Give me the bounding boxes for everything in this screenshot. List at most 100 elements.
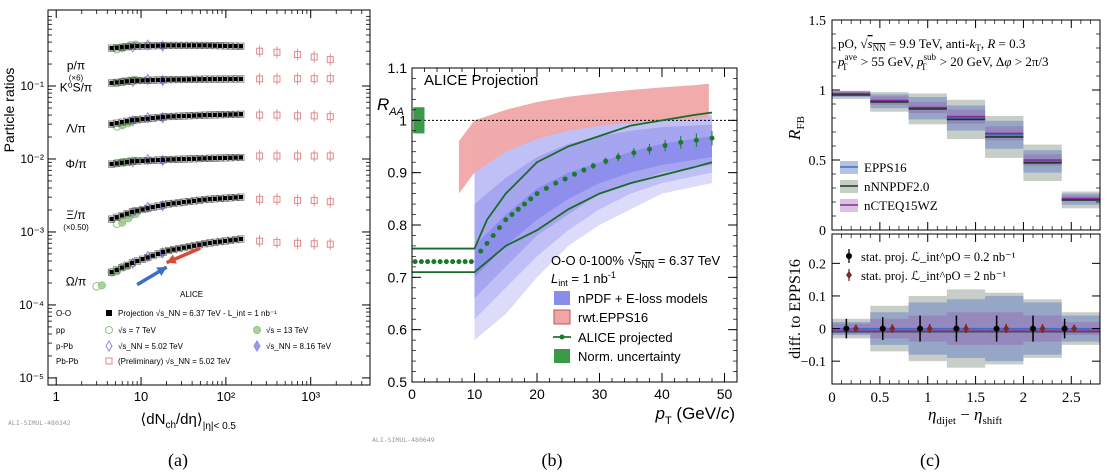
- c-stat-point: [993, 325, 1000, 332]
- a-proj-point: [150, 205, 156, 210]
- c-legend-text: nCTEQ15WZ: [864, 198, 938, 213]
- a-proj-point: [171, 247, 176, 252]
- a-proj-point: [119, 79, 125, 85]
- panel-b-legend: nPDF + E-loss models rwt.EPPS16 ALICE proj…: [553, 291, 708, 364]
- panel-c-bottom-plot-area: [832, 289, 1100, 368]
- a-proj-point: [130, 118, 135, 123]
- a-proj-point: [233, 112, 238, 117]
- a-proj-point: [161, 202, 166, 208]
- a-proj-syst: [237, 42, 245, 50]
- a-proj-point: [207, 156, 213, 161]
- a-proj-point: [197, 198, 202, 203]
- panel-c-top-ylabel: RFB: [785, 116, 807, 141]
- a-pbpb-point: [326, 75, 334, 83]
- a-legend-marker2: [253, 340, 261, 352]
- a-arrow-head: [166, 254, 177, 264]
- a-pbpb-point: [273, 152, 281, 160]
- a-proj-point: [223, 76, 228, 82]
- a-pbpb-point: [256, 111, 264, 119]
- b-xtick-label: 40: [654, 386, 670, 402]
- a-proj-point: [207, 112, 213, 118]
- b-curve-lower: [412, 161, 713, 273]
- panel-c-top-plot-area: [832, 90, 1100, 209]
- a-pbpb-point: [326, 240, 334, 248]
- a-proj-point: [186, 156, 192, 162]
- a-proj-point: [114, 45, 119, 50]
- b-point: [456, 259, 462, 265]
- b-xtick-label: 50: [717, 386, 733, 402]
- a-proj-point: [212, 76, 218, 82]
- c-bottom-ytick-label: 0.1: [809, 290, 827, 305]
- b-xtick-label: 20: [529, 386, 545, 402]
- a-proj-syst: [118, 264, 126, 272]
- b-npdf-band: [474, 124, 712, 299]
- panel-b-annotation-2: Lint = 1 nb-1: [551, 270, 616, 288]
- a-proj-point: [109, 270, 114, 275]
- a-proj-point: [166, 77, 171, 82]
- a-pbpb-point: [310, 75, 318, 83]
- a-proj-point: [202, 197, 207, 202]
- c-xtick-label: 1.5: [966, 390, 985, 406]
- a-ytick-label: 10⁻²: [20, 152, 44, 166]
- a-proj-point: [145, 158, 151, 163]
- a-proj-point: [181, 113, 187, 119]
- a-proj-point: [155, 251, 161, 257]
- a-proj-point: [166, 114, 171, 119]
- a-proj-point: [150, 253, 156, 258]
- a-proj-point: [181, 156, 187, 162]
- a-proj-point: [114, 161, 119, 166]
- panel-a-watermark: ALI-SIMUL-480342: [8, 419, 71, 427]
- a-proj-point: [228, 112, 233, 117]
- b-ytick-label: 1: [399, 112, 407, 128]
- c-stat-point: [843, 325, 850, 332]
- a-pbpb-point: [273, 111, 281, 119]
- a-proj-point: [124, 263, 130, 268]
- b-point: [509, 212, 515, 218]
- a-legend-marker2: [253, 326, 261, 334]
- a-proj-syst: [123, 261, 131, 269]
- b-legend-text: Norm. uncertainty: [578, 349, 681, 364]
- a-proj-point: [166, 201, 171, 207]
- a-xtick-label: 10²: [216, 389, 235, 404]
- a-proj-point: [217, 155, 223, 161]
- a-proj-point: [119, 45, 125, 50]
- a-proj-point: [202, 43, 207, 48]
- b-point: [484, 240, 490, 246]
- a-legend-marker: [105, 357, 113, 365]
- panel-c-annotation-1: pO, √sNN = 9.9 TeV, anti-kT, R = 0.3: [838, 36, 1025, 53]
- a-proj-point: [212, 240, 218, 245]
- panel-b-plot-area: [412, 83, 737, 341]
- a-proj-point: [212, 43, 218, 48]
- a-proj-point: [212, 196, 218, 202]
- a-xtick-label: 1: [53, 389, 60, 404]
- caption-c: (c): [920, 450, 940, 471]
- a-pbpb-point: [256, 152, 264, 160]
- c-stat-point: [889, 324, 896, 333]
- a-proj-point: [186, 199, 192, 204]
- a-proj-point: [228, 43, 233, 49]
- b-xtick-label: 30: [592, 386, 608, 402]
- a-proj-point: [186, 43, 192, 48]
- b-xtick-label: 0: [408, 386, 416, 402]
- a-proj-point: [228, 195, 233, 201]
- a-proj-point: [217, 196, 223, 201]
- a-proj-point: [176, 157, 182, 162]
- a-pbpb-point: [310, 112, 318, 120]
- b-point: [443, 259, 449, 265]
- a-species-label: Ξ/π: [66, 208, 85, 222]
- b-curve-upper: [412, 111, 713, 250]
- a-proj-point: [212, 112, 218, 118]
- b-point: [553, 180, 559, 186]
- c-xtick-label: 1: [924, 390, 932, 406]
- a-proj-point: [192, 77, 197, 82]
- a-proj-point: [114, 80, 119, 85]
- caption-b: (b): [542, 450, 563, 471]
- a-proj-point: [171, 77, 176, 82]
- a-proj-point: [202, 77, 207, 82]
- a-proj-point: [176, 43, 182, 48]
- a-proj-point: [140, 207, 145, 212]
- a-proj-point: [145, 78, 151, 83]
- a-proj-point: [145, 43, 151, 49]
- a-proj-point: [192, 243, 197, 248]
- a-proj-point: [233, 237, 238, 242]
